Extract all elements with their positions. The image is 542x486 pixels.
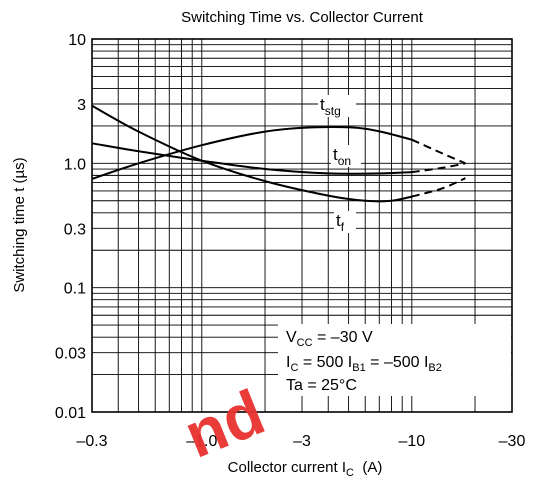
- y-tick-label: 0.01: [55, 405, 86, 422]
- series-line-t-on: [91, 142, 412, 175]
- series-line-t-stg-dashed: [411, 138, 466, 165]
- series-label-main: t: [320, 95, 325, 114]
- x-tick-label: –0.3: [76, 433, 107, 450]
- series-label-background: [331, 145, 361, 167]
- series-label-background: [334, 211, 356, 233]
- series-label-main: t: [336, 211, 341, 230]
- x-tick-label: –30: [499, 433, 526, 450]
- series-label-sub: stg: [325, 104, 341, 118]
- series-label-sub: f: [341, 220, 345, 234]
- series-label-text: tstg: [320, 95, 341, 118]
- condition-line: Ta = 25°C: [286, 377, 357, 394]
- condition-main: V: [286, 329, 297, 346]
- series-line-t-f: [91, 104, 413, 203]
- x-tick-label: –1.0: [186, 433, 217, 450]
- x-axis-label: Collector current IC (A): [228, 459, 383, 479]
- condition-line: IC = 500 IB1 = –500 IB2: [286, 354, 442, 374]
- plot-frame: [91, 38, 513, 413]
- y-tick-label: 10: [68, 32, 86, 49]
- series-line-t-on-dashed: [411, 162, 466, 174]
- chart-title: Switching Time vs. Collector Current: [181, 9, 424, 26]
- series-line-t-stg: [91, 125, 413, 180]
- y-tick-label: 0.03: [55, 346, 86, 363]
- condition-main: I: [286, 354, 290, 371]
- y-tick-labels: 10 3 1.0 0.3 0.1 0.03 0.01: [55, 32, 86, 422]
- y-tick-label: 0.3: [64, 221, 86, 238]
- series-label-sub: on: [338, 154, 351, 168]
- condition-rest: = 500 I: [298, 354, 352, 371]
- series-label-background: [318, 95, 356, 117]
- condition-line: VCC = –30 V: [286, 329, 373, 349]
- y-tick-label: 0.1: [64, 281, 86, 298]
- condition-sub: B2: [428, 362, 441, 374]
- conditions-background: [278, 324, 511, 396]
- condition-rest: = –30 V: [313, 329, 373, 346]
- x-tick-label: –10: [398, 433, 425, 450]
- conditions-box: VCC = –30 V IC = 500 IB1 = –500 IB2 Ta = 2…: [278, 324, 511, 396]
- series-label-t-stg: tstg: [318, 95, 356, 118]
- series-label-t-f: tf: [334, 211, 356, 234]
- condition-sub: CC: [297, 337, 313, 349]
- y-axis-label: Switching time t (µs): [11, 157, 28, 292]
- chart-curves: [91, 104, 466, 203]
- x-axis-label-sub: C: [346, 467, 354, 479]
- x-axis-label-unit: (A): [354, 459, 382, 476]
- y-tick-label: 1.0: [64, 156, 86, 173]
- x-axis-label-main: Collector current I: [228, 459, 346, 476]
- condition-main: Ta = 25°C: [286, 377, 357, 394]
- x-tick-labels: –0.3 –1.0 –3 –10 –30: [76, 433, 525, 450]
- series-label-t-on: ton: [331, 145, 361, 168]
- condition-sub: C: [290, 362, 298, 374]
- y-tick-label: 3: [77, 97, 86, 114]
- series-line-t-f-dashed: [411, 177, 466, 198]
- watermark-logo: nd: [175, 376, 274, 472]
- x-tick-label: –3: [293, 433, 311, 450]
- condition-sub: B1: [352, 362, 365, 374]
- condition-rest: = –500 I: [366, 354, 429, 371]
- series-label-text: ton: [333, 145, 351, 168]
- series-label-text: tf: [336, 211, 345, 234]
- series-label-main: t: [333, 145, 338, 164]
